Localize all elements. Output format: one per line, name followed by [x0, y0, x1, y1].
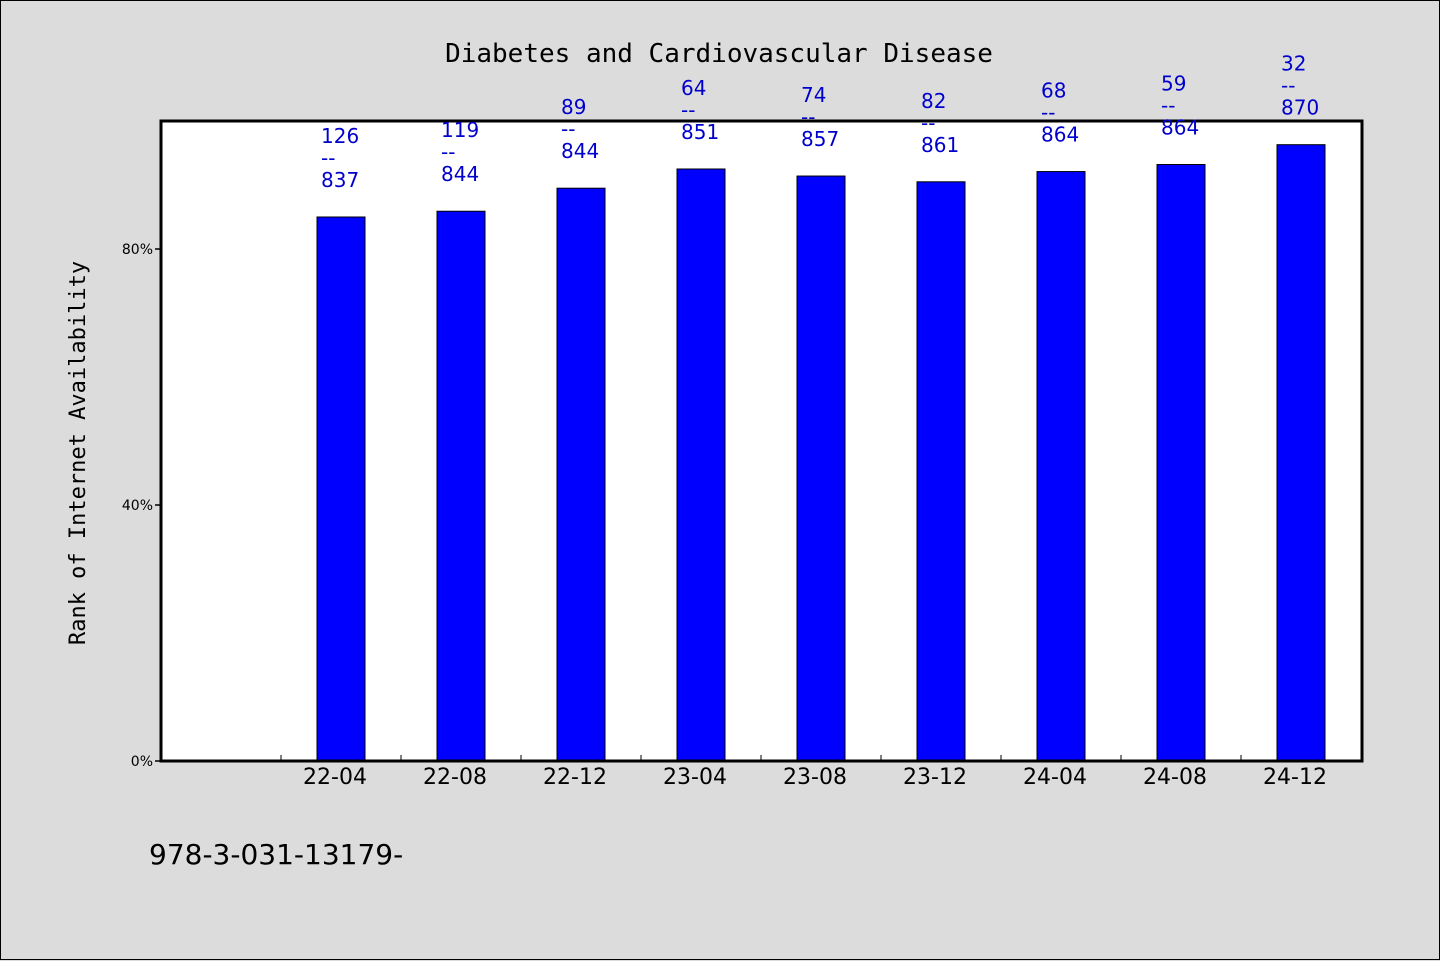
data-label: 89 [561, 95, 586, 119]
data-label: 82 [921, 89, 946, 113]
data-labels-group: 126--837119--84489--84464--85174--85782-… [321, 52, 1319, 192]
data-label: -- [801, 105, 815, 129]
x-tick-label: 22-04 [303, 765, 367, 790]
y-tick-label: 0% [131, 754, 153, 770]
data-label: 32 [1281, 52, 1306, 76]
data-label: -- [561, 117, 575, 141]
x-tick-label: 24-12 [1263, 765, 1327, 790]
data-label: 126 [321, 124, 359, 148]
bar [1036, 171, 1086, 762]
ticks-group: 0% 40% 80% 22-04 22-08 22-12 23-04 23-08 23-12 24… [122, 242, 1327, 790]
bar [1276, 144, 1326, 762]
data-label: -- [681, 98, 695, 122]
bar [916, 181, 966, 762]
data-label: 68 [1041, 79, 1066, 103]
bar [316, 216, 366, 762]
data-label: 64 [681, 76, 706, 100]
data-label: -- [321, 146, 335, 170]
chart-title: Diabetes and Cardiovascular Disease [445, 39, 993, 69]
data-label: 851 [681, 120, 719, 144]
data-label: 861 [921, 133, 959, 157]
data-label: 857 [801, 127, 839, 151]
data-label: 844 [561, 139, 599, 163]
x-tick-label: 24-08 [1143, 765, 1207, 790]
data-label: 844 [441, 162, 479, 186]
x-tick-label: 23-12 [903, 765, 967, 790]
data-label: 864 [1161, 116, 1199, 140]
y-axis-label: Rank of Internet Availability [66, 261, 91, 645]
plot-border [159, 119, 1364, 763]
bar [1156, 164, 1206, 762]
x-tick-label: 24-04 [1023, 765, 1087, 790]
data-label: 864 [1041, 123, 1079, 147]
x-tick-label: 22-12 [543, 765, 607, 790]
y-tick-label: 40% [122, 498, 153, 514]
data-label: 119 [441, 118, 479, 142]
bar [676, 168, 726, 762]
footnote-text: 978-3-031-13179- [149, 838, 403, 871]
bar [796, 175, 846, 762]
data-label: -- [441, 140, 455, 164]
bar [556, 187, 606, 762]
data-label: 837 [321, 168, 359, 192]
bar [436, 210, 486, 762]
bars-group [316, 144, 1326, 762]
data-label: 59 [1161, 72, 1186, 96]
x-tick-label: 23-08 [783, 765, 847, 790]
data-label: 74 [801, 83, 826, 107]
y-tick-label: 80% [122, 242, 153, 258]
data-label: -- [921, 111, 935, 135]
data-label: -- [1281, 74, 1295, 98]
data-label: -- [1161, 94, 1175, 118]
data-label: 870 [1281, 96, 1319, 120]
x-tick-label: 23-04 [663, 765, 727, 790]
data-label: -- [1041, 101, 1055, 125]
x-tick-label: 22-08 [423, 765, 487, 790]
